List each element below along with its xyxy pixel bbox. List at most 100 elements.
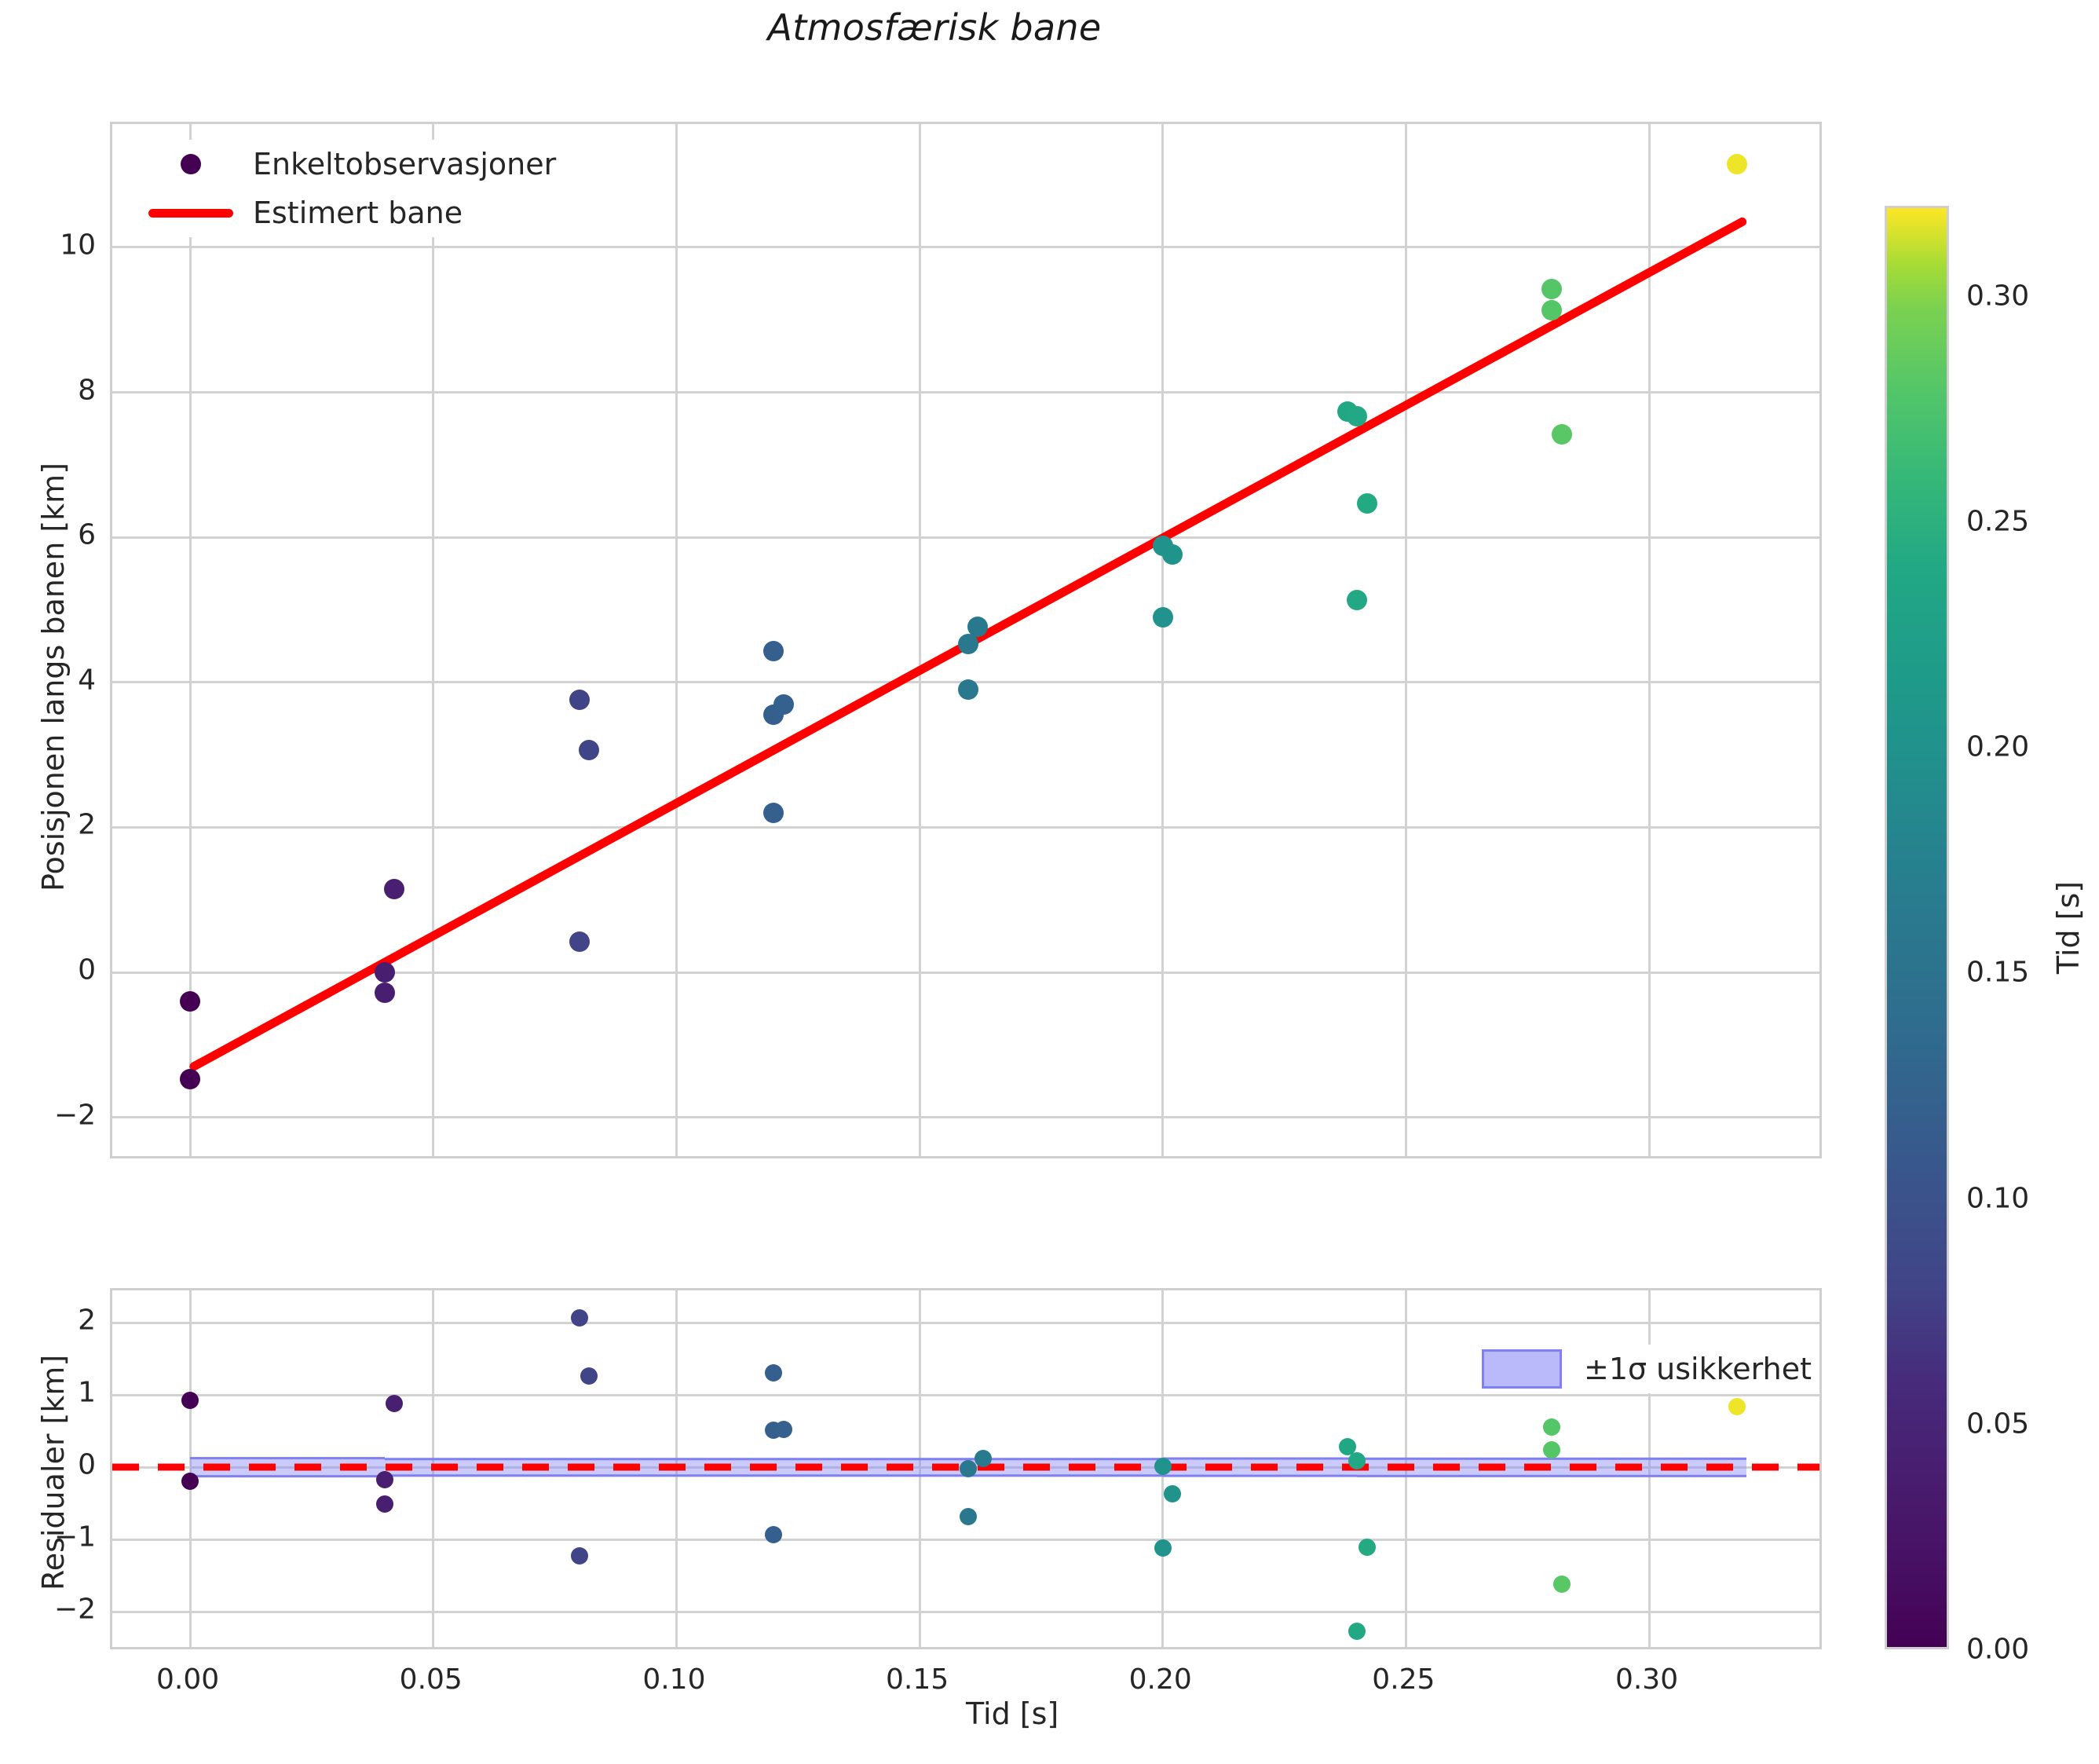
main-plot-area (112, 124, 1819, 1156)
residual-data-point (580, 1367, 598, 1385)
residual-data-point (1339, 1437, 1357, 1455)
x-tick-label: 0.20 (1128, 1663, 1192, 1696)
residual-data-point (774, 1420, 792, 1438)
colorbar-tick-label: 0.05 (1966, 1407, 2030, 1440)
main-data-point (763, 641, 784, 662)
residual-y-tick-label: 0 (78, 1448, 96, 1481)
residual-data-point (1728, 1398, 1746, 1416)
residual-data-point (765, 1525, 783, 1543)
main-data-point (763, 802, 784, 823)
x-tick-label: 0.10 (642, 1663, 706, 1696)
residual-data-point (974, 1450, 992, 1468)
colorbar-tick-label: 0.30 (1966, 280, 2030, 313)
main-data-point (958, 633, 978, 654)
gridline-horizontal (112, 1610, 1819, 1613)
legend-label-sigma-band: ±1σ usikkerhet (1584, 1352, 1812, 1386)
residual-data-point (1348, 1452, 1366, 1470)
x-tick-label: 0.05 (399, 1663, 463, 1696)
residual-data-point (1154, 1457, 1172, 1475)
main-data-point (1347, 406, 1368, 426)
main-data-point (1551, 424, 1572, 445)
gridline-horizontal (112, 1393, 1819, 1396)
residual-data-point (181, 1472, 199, 1490)
main-data-point (1541, 279, 1563, 300)
legend-label-observations: Enkeltobservasjoner (253, 147, 557, 181)
band-patch-icon (1468, 1349, 1574, 1389)
residual-data-point (960, 1507, 977, 1525)
gridline-horizontal (112, 246, 1819, 249)
gridline-horizontal (112, 1116, 1819, 1119)
main-data-point (773, 694, 794, 715)
residual-data-point (375, 1471, 393, 1489)
main-data-point (374, 962, 395, 983)
figure-title: Atmosfærisk bane (767, 6, 1102, 49)
main-legend: Enkeltobservasjoner Estimert bane (137, 140, 557, 237)
legend-item-observations: Enkeltobservasjoner (137, 140, 556, 188)
x-tick-label: 0.15 (885, 1663, 949, 1696)
main-data-point (1541, 300, 1563, 321)
residual-y-tick-label: −2 (53, 1593, 96, 1626)
colorbar-tick-label: 0.15 (1966, 956, 2030, 989)
x-tick-label: 0.30 (1614, 1663, 1679, 1696)
residual-data-point (960, 1460, 977, 1478)
colorbar-tick-label: 0.10 (1966, 1182, 2030, 1215)
residual-data-point (1154, 1539, 1172, 1557)
gridline-vertical (918, 124, 921, 1156)
main-data-point (1162, 544, 1183, 565)
residual-data-point (1552, 1576, 1571, 1594)
colorbar-tick-label: 0.25 (1966, 505, 2030, 538)
gridline-vertical (432, 124, 435, 1156)
residual-y-tick-label: 1 (78, 1376, 96, 1409)
legend-label-fit: Estimert bane (253, 196, 463, 230)
residual-data-point (386, 1395, 404, 1413)
main-data-point (1152, 606, 1173, 628)
scatter-dot-icon (137, 154, 243, 174)
residual-data-point (1543, 1418, 1561, 1436)
residual-data-point (375, 1495, 393, 1513)
residual-y-tick-label: −1 (53, 1521, 96, 1554)
main-plot-panel (110, 122, 1822, 1158)
main-data-point (569, 931, 590, 953)
gridline-horizontal (112, 825, 1819, 829)
legend-item-sigma-band: ±1σ usikkerhet (1468, 1345, 1812, 1393)
gridline-horizontal (112, 1538, 1819, 1541)
main-data-point (569, 689, 590, 710)
gridline-vertical (188, 124, 192, 1156)
main-data-point (578, 739, 599, 760)
main-data-point (1347, 590, 1368, 611)
main-y-tick-label: 8 (78, 374, 96, 407)
main-data-point (1356, 492, 1377, 514)
residual-legend: ±1σ usikkerhet (1468, 1345, 1812, 1393)
main-y-tick-label: −2 (53, 1099, 96, 1132)
x-axis-label: Tid [s] (966, 1696, 1059, 1731)
residual-data-point (570, 1546, 588, 1565)
main-y-tick-label: 10 (60, 229, 96, 262)
main-data-point (180, 990, 201, 1012)
residual-data-point (1348, 1623, 1366, 1641)
residual-plot-panel (110, 1288, 1822, 1649)
gridline-vertical (1161, 124, 1165, 1156)
residual-y-tick-label: 2 (78, 1304, 96, 1337)
residual-data-point (1164, 1485, 1182, 1503)
colorbar-tick-label: 0.00 (1966, 1633, 2030, 1666)
main-data-point (180, 1068, 201, 1089)
main-y-tick-label: 2 (78, 808, 96, 841)
residual-data-point (765, 1363, 783, 1382)
gridline-horizontal (112, 391, 1819, 394)
colorbar-container: Tid [s] 0.30 0.25 0.20 0.15 0.10 0.05 0.00 (1885, 206, 2086, 1666)
gridline-horizontal (112, 536, 1819, 539)
legend-item-fit: Estimert bane (137, 188, 556, 237)
residual-y-axis-label: Residualer [km] (36, 1354, 71, 1590)
main-data-point (1726, 153, 1747, 174)
main-data-point (967, 616, 989, 637)
main-data-point (384, 878, 405, 899)
gridline-vertical (1404, 124, 1407, 1156)
main-y-tick-label: 6 (78, 518, 96, 551)
main-y-axis-label: Posisjonen langs banen [km] (36, 462, 71, 891)
gridline-horizontal (112, 1321, 1819, 1324)
colorbar-tick-label: 0.20 (1966, 730, 2030, 763)
residual-data-point (570, 1308, 588, 1327)
colorbar-gradient (1885, 206, 1949, 1649)
main-data-point (374, 982, 395, 1003)
